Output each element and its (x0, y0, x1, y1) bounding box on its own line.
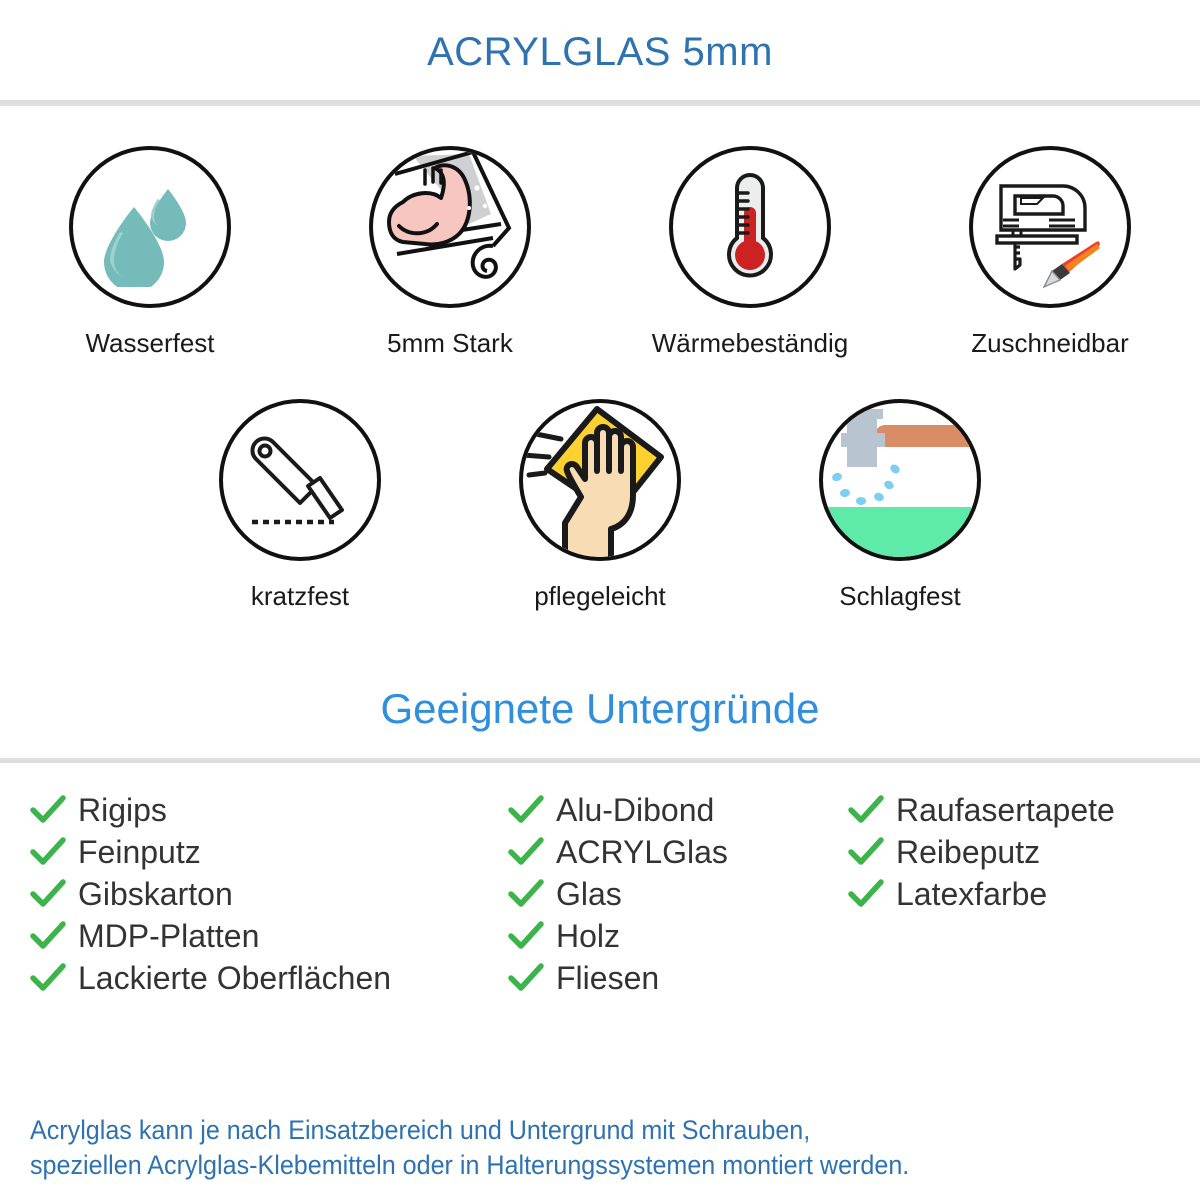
jigsaw-knife-icon (987, 164, 1113, 290)
list-item-label: Reibeputz (896, 834, 1041, 870)
feature-waermebestaendig: Wärmebeständig (600, 146, 900, 359)
feature-zuschneidbar: Zuschneidbar (900, 146, 1200, 359)
list-item: Holz (508, 915, 848, 957)
check-icon (508, 837, 544, 867)
substrates-checklist: Rigips Feinputz Gibskarton MDP-Platten L… (0, 763, 1200, 999)
list-item: Lackierte Oberflächen (30, 957, 508, 999)
substrates-divider (0, 758, 1200, 763)
check-icon (30, 879, 66, 909)
badge-wasserfest (69, 146, 231, 308)
feature-label: Wasserfest (85, 328, 215, 358)
substrate-column-2: Alu-Dibond ACRYLGlas Glas Holz Fliesen (508, 789, 848, 999)
list-item-label: Holz (556, 918, 621, 954)
substrate-column-1: Rigips Feinputz Gibskarton MDP-Platten L… (30, 789, 508, 999)
check-icon (508, 879, 544, 909)
feature-wasserfest: Wasserfest (0, 146, 300, 359)
badge-5mm-stark (369, 146, 531, 308)
feature-row-1: Wasserfest (0, 146, 1200, 359)
list-item: Fliesen (508, 957, 848, 999)
list-item-label: Feinputz (78, 834, 201, 870)
feature-pflegeleicht: pflegeleicht (450, 399, 750, 612)
list-item: Gibskarton (30, 873, 508, 915)
list-item-label: Lackierte Oberflächen (78, 960, 392, 996)
list-item-label: Raufasertapete (896, 792, 1115, 828)
feature-schlagfest: Schlagfest (750, 399, 1050, 612)
list-item-label: Rigips (78, 792, 167, 828)
list-item: Alu-Dibond (508, 789, 848, 831)
list-item-label: Gibskarton (78, 876, 233, 912)
check-icon (508, 963, 544, 993)
feature-label: Schlagfest (839, 581, 961, 611)
list-item: MDP-Platten (30, 915, 508, 957)
feature-label: Wärmebeständig (651, 328, 849, 358)
header-divider (0, 100, 1200, 106)
list-item-label: ACRYLGlas (556, 834, 728, 870)
check-icon (848, 795, 884, 825)
list-item-label: Fliesen (556, 960, 660, 996)
substrate-column-3: Raufasertapete Reibeputz Latexfarbe (848, 789, 1198, 999)
feature-label: 5mm Stark (387, 328, 513, 358)
substrates-heading: Geeignete Untergründe (380, 685, 820, 732)
list-item: Feinputz (30, 831, 508, 873)
list-item: Raufasertapete (848, 789, 1198, 831)
hand-cloth-icon (523, 403, 677, 557)
page-title: ACRYLGLAS 5mm (427, 30, 773, 74)
check-icon (848, 879, 884, 909)
badge-zuschneidbar (969, 146, 1131, 308)
badge-schlagfest (819, 399, 981, 561)
badge-waermebestaendig (669, 146, 831, 308)
thermometer-icon (690, 167, 810, 287)
feature-label: kratzfest (250, 581, 350, 611)
cutter-knife-icon (238, 418, 362, 542)
list-item-label: Glas (556, 876, 622, 912)
check-icon (508, 921, 544, 951)
list-item: Latexfarbe (848, 873, 1198, 915)
list-item: Reibeputz (848, 831, 1198, 873)
check-icon (848, 837, 884, 867)
feature-kratzfest: kratzfest (150, 399, 450, 612)
check-icon (30, 795, 66, 825)
list-item: Glas (508, 873, 848, 915)
footer-note: Acrylglas kann je nach Einsatzbereich un… (30, 1113, 1100, 1184)
list-item-label: Alu-Dibond (556, 792, 715, 828)
list-item-label: MDP-Platten (78, 918, 260, 954)
hammer-impact-icon (823, 403, 977, 557)
water-drops-icon (90, 167, 210, 287)
feature-label: pflegeleicht (534, 581, 666, 611)
check-icon (508, 795, 544, 825)
feature-section: Wasserfest (0, 106, 1200, 612)
check-icon (30, 837, 66, 867)
list-item: Rigips (30, 789, 508, 831)
badge-pflegeleicht (519, 399, 681, 561)
list-item: ACRYLGlas (508, 831, 848, 873)
list-item-label: Latexfarbe (896, 876, 1048, 912)
feature-row-2: kratzfest (0, 399, 1200, 612)
badge-kratzfest (219, 399, 381, 561)
feature-5mm-stark: 5mm Stark (300, 146, 600, 359)
feature-label: Zuschneidbar (971, 328, 1129, 358)
check-icon (30, 963, 66, 993)
footer-line-2: speziellen Acrylglas-Klebemitteln oder i… (30, 1150, 910, 1181)
footer-line-1: Acrylglas kann je nach Einsatzbereich un… (30, 1114, 811, 1145)
check-icon (30, 921, 66, 951)
flexed-bicep-icon (373, 150, 527, 304)
